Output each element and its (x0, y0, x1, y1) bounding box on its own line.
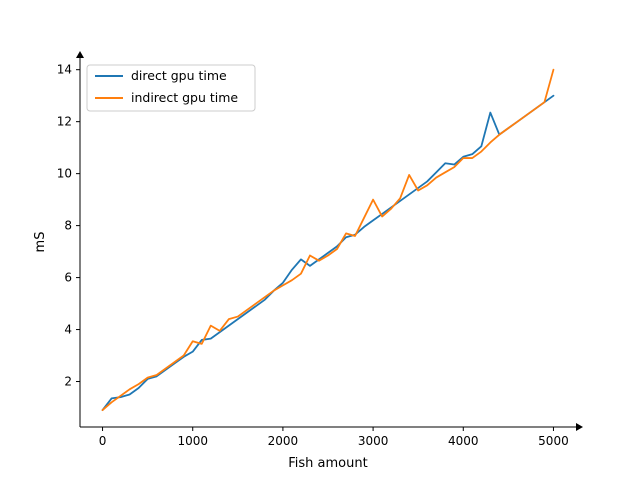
y-ticks: 2 4 6 8 10 12 14 (57, 63, 80, 389)
y-tick-label: 4 (64, 323, 72, 337)
x-tick-label: 1000 (177, 434, 208, 448)
y-tick-label: 6 (64, 271, 72, 285)
y-tick-label: 8 (64, 219, 72, 233)
x-tick-label: 2000 (268, 434, 299, 448)
x-tick-label: 3000 (358, 434, 389, 448)
x-tick-label: 4000 (448, 434, 479, 448)
x-axis-arrow-icon (576, 423, 583, 431)
legend-label-indirect-gpu-time: indirect gpu time (131, 90, 238, 105)
y-tick-label: 14 (57, 63, 72, 77)
y-axis-label: mS (33, 232, 48, 253)
y-tick-label: 12 (57, 115, 72, 129)
series-line-direct-gpu-time (101, 94, 555, 412)
y-axis-arrow-icon (76, 51, 84, 58)
y-tick-label: 2 (64, 375, 72, 389)
legend-box (86, 64, 256, 112)
legend-label-direct-gpu-time: direct gpu time (131, 68, 227, 83)
series-line-indirect-gpu-time (101, 68, 555, 412)
x-tick-label: 0 (99, 434, 107, 448)
plot-area (101, 68, 555, 412)
series-lines (101, 68, 555, 412)
legend: direct gpu time indirect gpu time (86, 64, 256, 112)
x-tick-label: 5000 (538, 434, 569, 448)
x-axis-label: Fish amount (288, 456, 367, 471)
axes: 0 1000 2000 3000 4000 5000 2 4 6 8 10 12 14 Fish am… (33, 51, 583, 471)
x-ticks: 0 1000 2000 3000 4000 5000 (99, 427, 569, 448)
y-tick-label: 10 (57, 167, 72, 181)
